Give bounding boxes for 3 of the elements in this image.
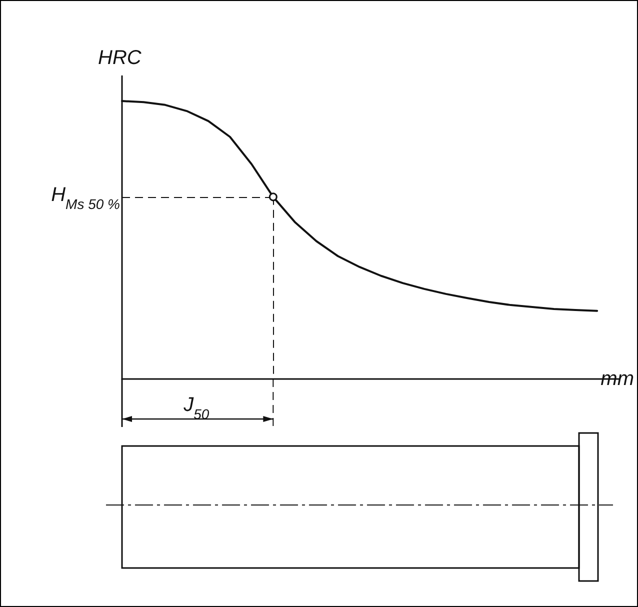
y-axis-title: HRC	[98, 47, 142, 69]
ref-line-label: H$_{Ms 50 %}$	[51, 184, 120, 212]
x-axis-title: mm	[600, 368, 634, 390]
